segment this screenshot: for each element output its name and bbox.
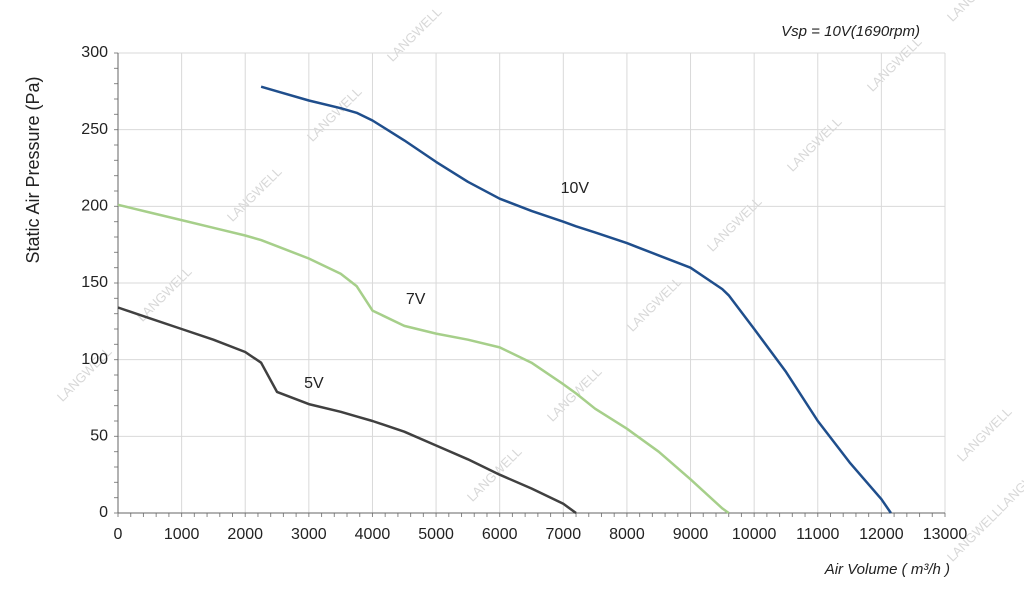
x-tick-label: 9000 — [673, 526, 709, 543]
series-line — [260, 85, 892, 514]
watermark: LANGWELL — [784, 114, 845, 175]
y-tick-label: 50 — [90, 428, 108, 445]
x-tick-label: 4000 — [355, 526, 391, 543]
x-tick-label: 6000 — [482, 526, 518, 543]
x-tick-label: 13000 — [923, 526, 968, 543]
y-tick-label: 150 — [81, 274, 108, 291]
y-tick-label: 250 — [81, 121, 108, 138]
y-tick-label: 100 — [81, 351, 108, 368]
y-axis-label: Static Air Pressure (Pa) — [23, 76, 43, 263]
watermark: LANGWELL — [944, 0, 1005, 25]
y-tick-label: 300 — [81, 44, 108, 61]
series-line — [117, 306, 577, 515]
series-label: 7V — [406, 291, 426, 308]
x-tick-label: 7000 — [546, 526, 582, 543]
x-tick-label: 3000 — [291, 526, 327, 543]
chart-title: Vsp = 10V(1690rpm) — [781, 23, 920, 40]
x-tick-label: 5000 — [418, 526, 454, 543]
series-line — [117, 203, 730, 515]
x-tick-label: 11000 — [796, 526, 839, 543]
watermark: LANGWELL — [384, 4, 445, 65]
watermark: LANGWELL — [864, 34, 925, 95]
watermark: LANGWELL — [224, 164, 285, 225]
x-tick-label: 12000 — [859, 526, 904, 543]
watermark: LANGWELL — [954, 404, 1015, 465]
x-tick-label: 8000 — [609, 526, 645, 543]
series-label: 5V — [304, 375, 324, 392]
watermark: LANGWELL — [464, 444, 525, 505]
x-tick-label: 1000 — [164, 526, 200, 543]
x-axis-label: Air Volume ( m³/h ) — [824, 561, 950, 578]
watermark: LANGWELL — [994, 454, 1024, 515]
x-tick-label: 10000 — [732, 526, 777, 543]
y-tick-label: 0 — [99, 504, 108, 521]
series-label: 10V — [561, 180, 590, 197]
x-tick-label: 0 — [114, 526, 123, 543]
watermarks: LANGWELLLANGWELLLANGWELLLANGWELLLANGWELL… — [54, 0, 1024, 565]
watermark: LANGWELL — [704, 194, 765, 255]
watermark: LANGWELL — [544, 364, 605, 425]
watermark: LANGWELL — [304, 84, 365, 145]
y-tick-label: 200 — [81, 198, 108, 215]
x-tick-label: 2000 — [227, 526, 263, 543]
